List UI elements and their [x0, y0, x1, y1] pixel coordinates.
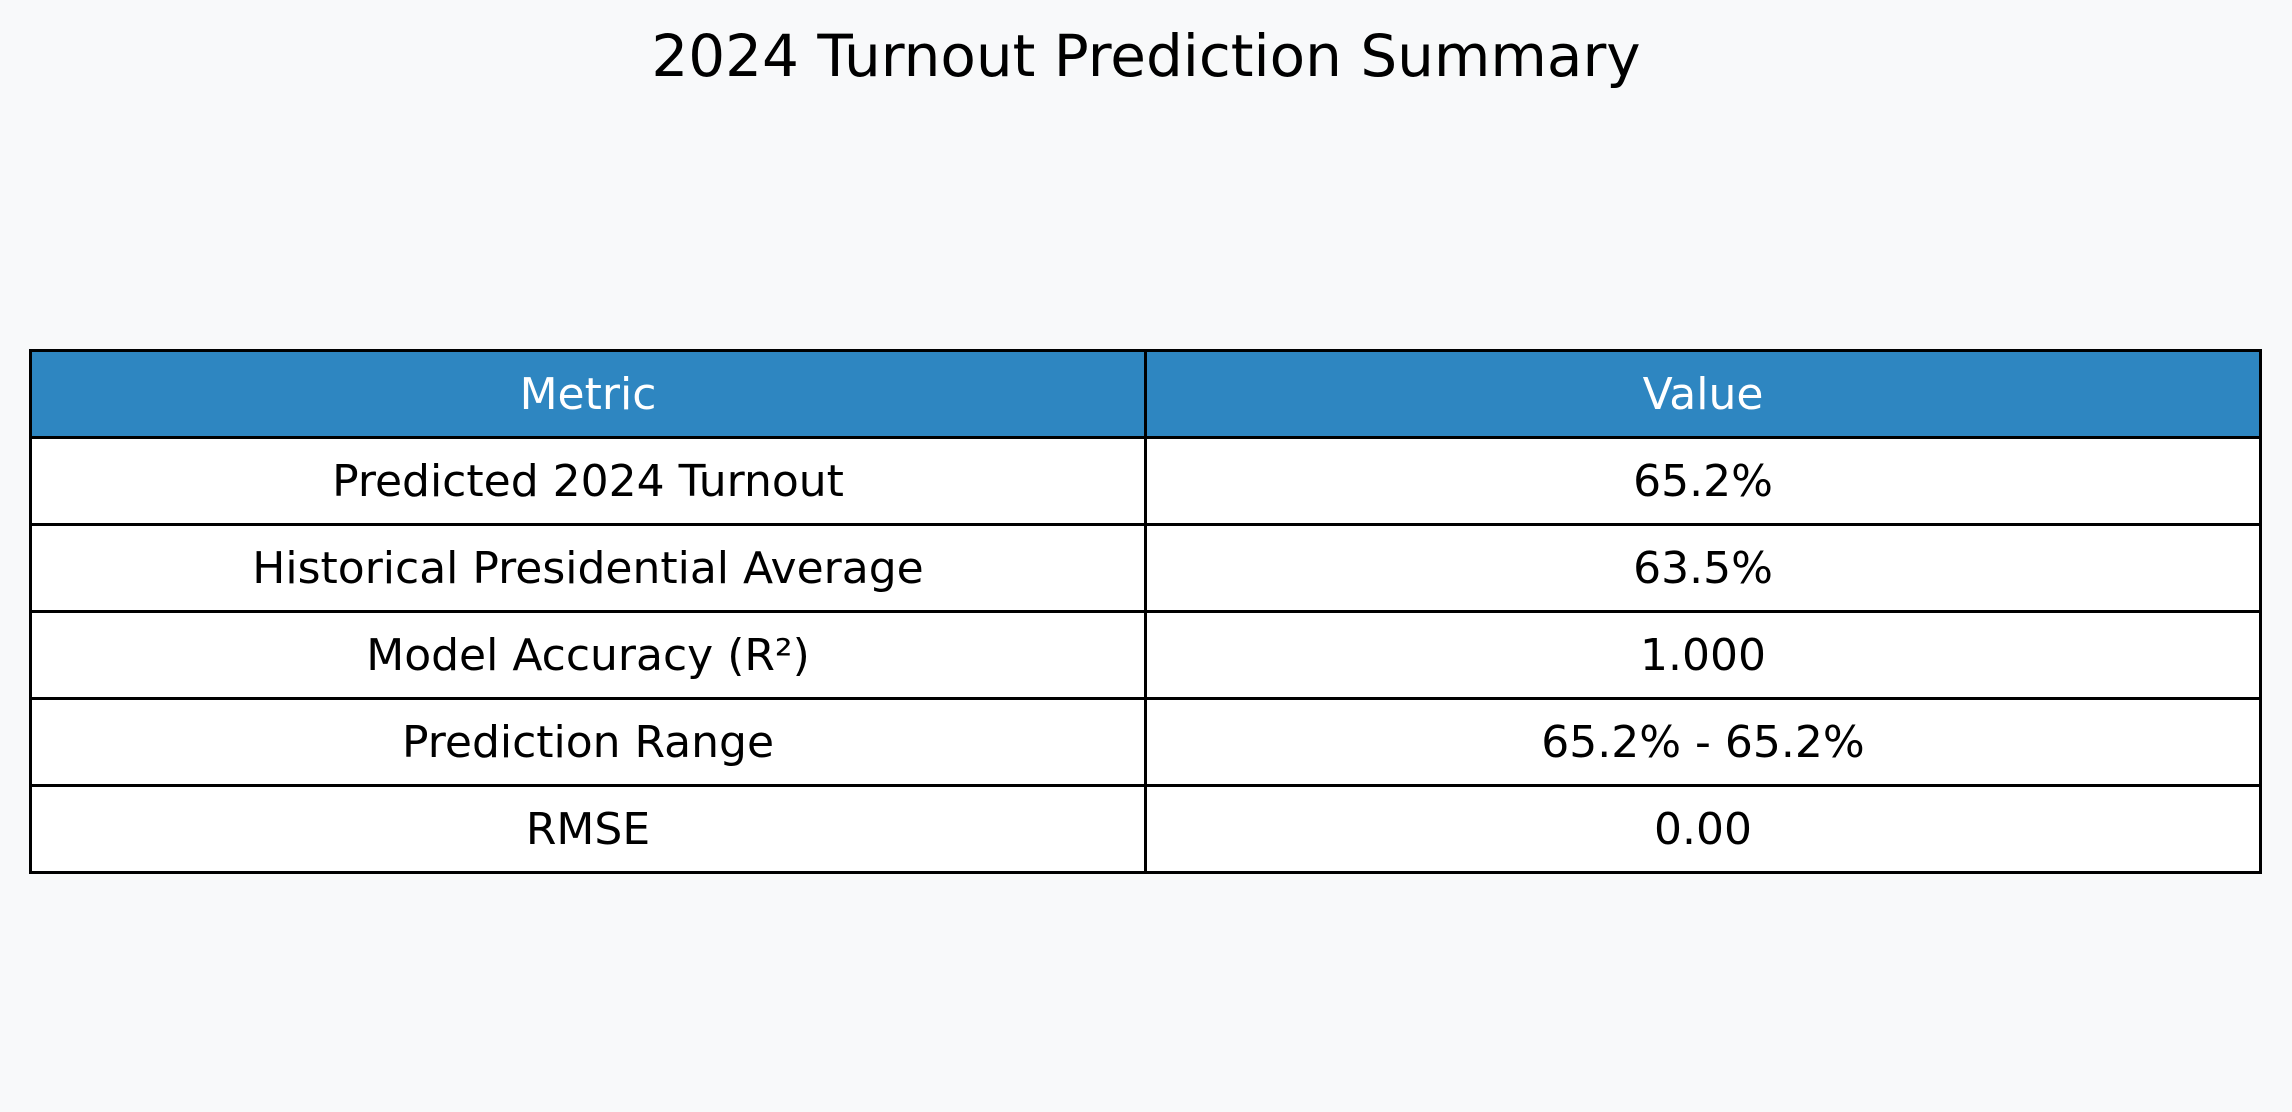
table-row: Model Accuracy (R²) 1.000: [29, 610, 2262, 700]
metric-cell: RMSE: [29, 784, 1147, 874]
value-cell: 1.000: [1144, 610, 2262, 700]
metric-cell: Prediction Range: [29, 697, 1147, 787]
table-header-row: Metric Value: [29, 349, 2262, 439]
value-cell: 63.5%: [1144, 523, 2262, 613]
table-row: Predicted 2024 Turnout 65.2%: [29, 436, 2262, 526]
value-cell: 0.00: [1144, 784, 2262, 874]
metric-cell: Predicted 2024 Turnout: [29, 436, 1147, 526]
value-cell: 65.2%: [1144, 436, 2262, 526]
value-cell: 65.2% - 65.2%: [1144, 697, 2262, 787]
table-row: Historical Presidential Average 63.5%: [29, 523, 2262, 613]
summary-table: Metric Value Predicted 2024 Turnout 65.2…: [29, 349, 2262, 874]
metric-cell: Model Accuracy (R²): [29, 610, 1147, 700]
metric-cell: Historical Presidential Average: [29, 523, 1147, 613]
table-row: RMSE 0.00: [29, 784, 2262, 874]
column-header-value: Value: [1144, 349, 2262, 439]
table-row: Prediction Range 65.2% - 65.2%: [29, 697, 2262, 787]
column-header-metric: Metric: [29, 349, 1147, 439]
chart-title: 2024 Turnout Prediction Summary: [651, 22, 1641, 90]
